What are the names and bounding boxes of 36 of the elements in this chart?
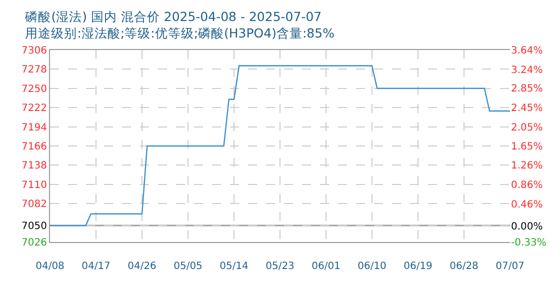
y2-tick-label: 0.00% [511,222,543,233]
y-tick-label: 7110 [22,180,47,191]
x-tick-label: 04/17 [82,261,110,272]
line-series [50,65,510,226]
x-tick-label: 06/19 [404,261,432,272]
y2-tick-label: 3.64% [511,46,543,56]
x-tick-label: 04/08 [36,261,64,272]
y-tick-label: 7082 [22,199,47,210]
y-tick-label: 7306 [22,46,47,56]
chart-subtitle: 用途级别:湿法酸;等级:优等级;磷酸(H3PO4)含量:85% [25,25,335,40]
y-tick-label: 7026 [22,238,47,248]
x-tick-label: 05/14 [220,261,248,272]
y2-tick-label: 2.45% [511,103,543,114]
y2-tick-label: 0.46% [511,199,543,210]
y2-tick-label: 3.24% [511,64,543,76]
y-tick-label: 7050 [22,221,47,232]
y2-tick-label: 0.86% [511,180,543,191]
chart-title: 磷酸(湿法) 国内 混合价 2025-04-08 - 2025-07-07 [24,9,322,24]
y-tick-label: 7194 [22,122,47,134]
y2-tick-label: 2.05% [511,122,543,134]
y-tick-label: 7222 [22,103,47,114]
y-tick-label: 7250 [22,84,47,95]
y-tick-label: 7138 [22,160,47,172]
x-tick-label: 07/07 [496,261,524,272]
x-tick-label: 06/28 [450,261,478,272]
x-tick-label: 04/26 [128,261,156,272]
y-tick-label: 7166 [22,142,47,152]
x-tick-label: 05/23 [266,261,294,272]
y2-tick-label: 1.26% [511,160,543,172]
x-tick-label: 05/05 [174,261,202,272]
y-tick-label: 7278 [22,64,47,76]
x-tick-label: 06/10 [358,261,386,272]
y2-tick-label: 1.65% [511,142,543,153]
y2-tick-label: 2.85% [511,84,543,95]
y2-tick-label: -0.33% [511,238,546,248]
x-tick-label: 06/01 [312,261,340,272]
